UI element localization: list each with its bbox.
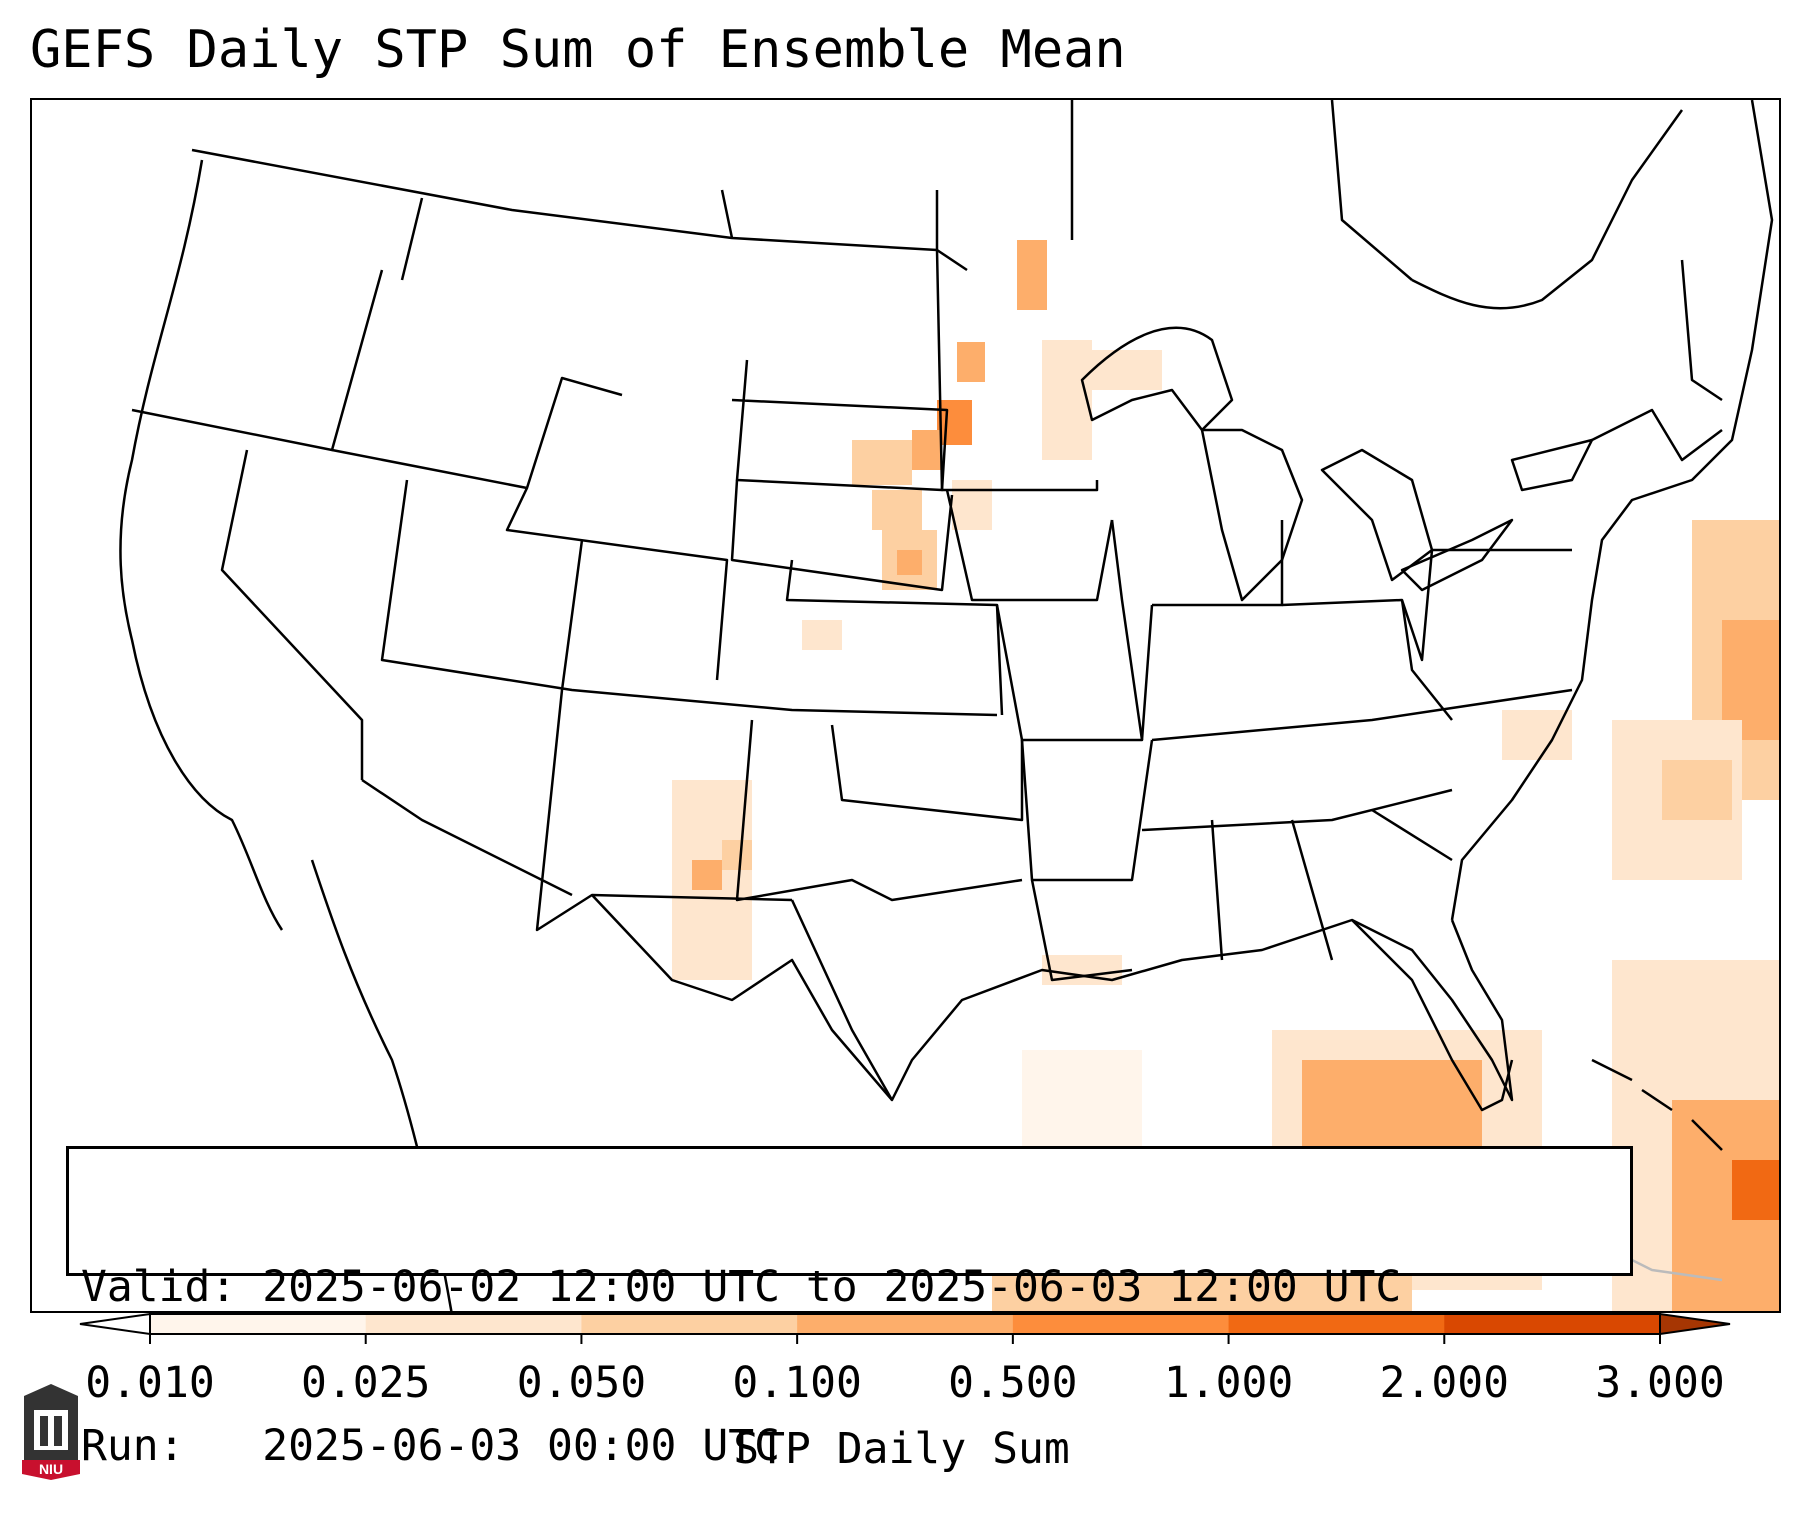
logo-banner (22, 1460, 80, 1480)
colorbar-segment (581, 1314, 798, 1334)
colorbar-outline (149, 1313, 1661, 1335)
colorbar-tick-label: 0.500 (948, 1358, 1078, 1408)
lake-michigan (1200, 428, 1304, 602)
state-boundaries (119, 100, 1774, 1311)
border-line (400, 197, 424, 281)
border-line (1141, 788, 1453, 832)
stp-cell (1017, 240, 1047, 310)
run-row: Run: 2025-06-03 00:00 UTC (81, 1420, 1630, 1473)
niu-logo: NIU (22, 1384, 80, 1480)
border-line (720, 189, 939, 250)
coastline (1030, 879, 1133, 982)
border-line (830, 724, 1024, 822)
valid-row: Valid: 2025-06-02 12:00 UTC to 2025-06-0… (81, 1261, 1630, 1314)
stp-cell (952, 480, 992, 530)
stp-cell (722, 840, 752, 870)
border-line (591, 894, 893, 1101)
stp-cell (1732, 1160, 1779, 1220)
border-line (1330, 100, 1413, 281)
run-label: Run: (81, 1421, 185, 1471)
stp-cell (1502, 710, 1572, 760)
logo-text: NIU (39, 1461, 63, 1477)
logo-window (34, 1410, 68, 1450)
stp-cell (802, 620, 842, 650)
colorbar-segment (1228, 1314, 1445, 1334)
colorbar-label: STP Daily Sum (733, 1424, 1070, 1474)
stp-cell (912, 430, 942, 470)
border-line (505, 487, 729, 681)
border-line (730, 479, 954, 592)
colorbar-segment (150, 1314, 367, 1334)
stp-cell (1042, 340, 1092, 460)
border-line (191, 148, 968, 272)
border-line (995, 604, 1154, 742)
border-line (1152, 520, 1284, 607)
border-line (1151, 688, 1573, 742)
border-line (1680, 259, 1723, 402)
stp-cell (852, 440, 912, 485)
border-line (735, 719, 1023, 902)
colorbar-tick-label: 0.025 (300, 1358, 431, 1408)
colorbar-segment (1012, 1314, 1230, 1334)
coastline (119, 159, 284, 931)
border-line (1210, 808, 1453, 961)
stp-cell (872, 490, 922, 530)
border-line (1400, 599, 1453, 721)
border-line (1281, 548, 1572, 662)
border-line (785, 559, 1004, 716)
border-line (535, 539, 793, 932)
colorbar-over-arrow (1659, 1312, 1731, 1336)
stp-cell (1022, 1050, 1142, 1160)
stp-cell (897, 550, 922, 575)
colorbar-tick-label: 1.000 (1163, 1358, 1294, 1408)
colorbar-segment (365, 1314, 582, 1334)
colorbar-tick-label: 0.100 (732, 1358, 862, 1408)
colorbar-segment (797, 1314, 1014, 1334)
border-line (1411, 109, 1684, 310)
valid-value: 2025-06-02 12:00 UTC to 2025-06-03 12:00… (262, 1262, 1402, 1312)
stp-cell (692, 860, 722, 890)
bahamas-outline (1591, 1058, 1723, 1151)
stp-cell (957, 342, 985, 382)
border-line (131, 269, 384, 452)
lake-huron (1320, 448, 1434, 582)
colorbar-segment (1444, 1314, 1661, 1334)
lake-superior (1080, 326, 1234, 432)
colorbar-tick-label: 0.010 (85, 1358, 215, 1408)
valid-run-info-box: Valid: 2025-06-02 12:00 UTC to 2025-06-0… (66, 1146, 1633, 1471)
border-line (731, 359, 949, 492)
lake-erie (1400, 518, 1514, 592)
border-line (945, 489, 1114, 602)
colorbar-tick-label: 3.000 (1595, 1358, 1725, 1408)
coastline (1450, 100, 1774, 921)
colorbar-tick-label: 2.000 (1379, 1358, 1510, 1408)
border-line (380, 479, 998, 717)
border-line (220, 449, 364, 780)
map-title: GEFS Daily STP Sum of Ensemble Mean (30, 20, 1126, 80)
border-line (1020, 739, 1154, 882)
us-map (119, 100, 1779, 1311)
border-line (361, 778, 573, 897)
coastline (1351, 919, 1514, 1112)
border-line (1591, 408, 1723, 462)
border-line (1110, 519, 1144, 741)
colorbar-tick-label: 0.050 (516, 1358, 647, 1408)
map-panel[interactable] (30, 98, 1781, 1313)
valid-label: Valid: (81, 1262, 237, 1312)
lake-ontario (1510, 438, 1594, 492)
border-line (935, 249, 1099, 492)
stp-cell (1662, 760, 1732, 820)
stp-cell (937, 400, 972, 445)
colorbar (79, 1312, 1731, 1344)
colorbar-under-arrow (79, 1312, 151, 1336)
run-value: 2025-06-03 00:00 UTC (262, 1421, 780, 1471)
border-line (331, 376, 623, 490)
stp-cell (1092, 350, 1162, 390)
